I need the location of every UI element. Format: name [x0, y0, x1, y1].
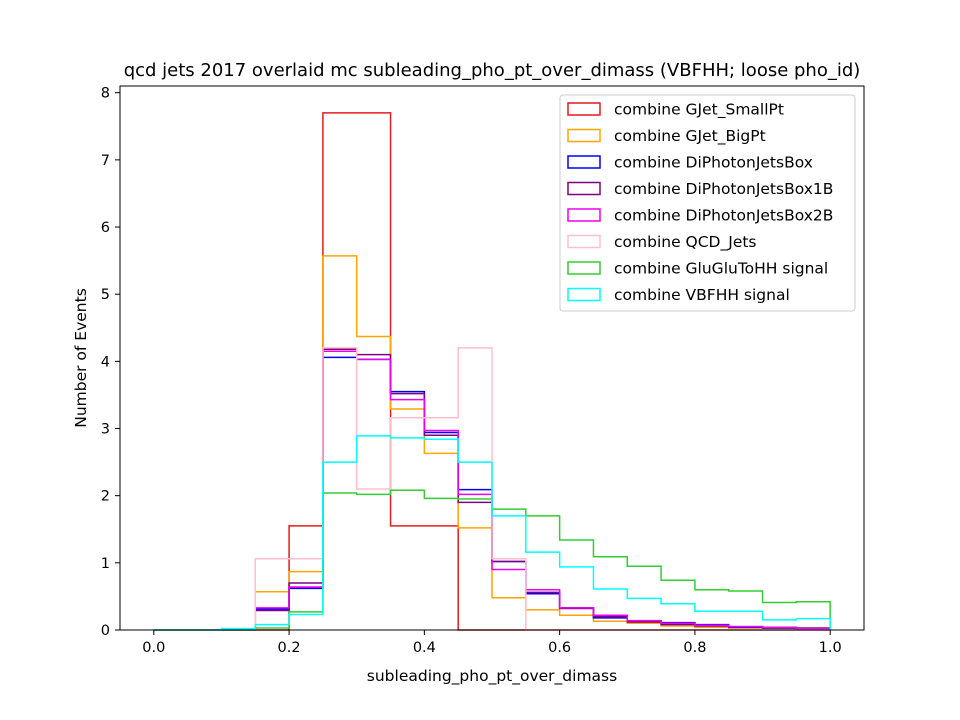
legend-swatch: [567, 128, 601, 143]
legend-label: combine GJet_BigPt: [614, 127, 766, 146]
y-tick-label: 3: [101, 422, 110, 438]
legend-label: combine VBFHH signal: [614, 286, 790, 304]
x-tick-label: 0.4: [413, 640, 436, 656]
legend-swatch: [567, 181, 601, 196]
x-tick-label: 0.6: [548, 640, 571, 656]
legend-item: combine VBFHH signal: [567, 286, 790, 304]
x-tick-label: 0.0: [142, 640, 165, 656]
legend-item: combine QCD_Jets: [567, 233, 757, 252]
legend-label: combine GJet_SmallPt: [614, 101, 784, 120]
legend-label: combine QCD_Jets: [614, 233, 757, 252]
x-axis-label: subleading_pho_pt_over_dimass: [367, 667, 617, 686]
legend-box: [559, 94, 856, 312]
series-line-7: [153, 435, 831, 631]
x-axis: 0.0 0.2 0.4 0.6 0.8 1.0: [142, 630, 842, 656]
legend-item: combine DiPhotonJetsBox2B: [567, 207, 833, 225]
legend-swatch: [567, 102, 601, 116]
y-tick-label: 6: [101, 220, 110, 236]
x-tick-label: 0.2: [278, 640, 301, 656]
y-tick-label: 2: [101, 489, 110, 505]
legend-item: combine DiPhotonJetsBox1B: [567, 180, 833, 198]
legend-item: combine GJet_SmallPt: [567, 101, 784, 120]
legend-item: combine GluGluToHH signal: [567, 260, 828, 278]
legend-label: combine DiPhotonJetsBox1B: [614, 180, 833, 198]
legend-swatch: [567, 234, 601, 249]
legend-item: combine DiPhotonJetsBox: [567, 154, 813, 172]
legend-swatch: [567, 208, 601, 222]
y-axis: 0 1 2 3 4 5 6 7 8: [101, 86, 120, 639]
x-tick-label: 0.8: [683, 640, 706, 656]
y-tick-label: 5: [101, 287, 110, 303]
x-tick-label: 1.0: [819, 640, 842, 656]
y-tick-label: 0: [101, 623, 110, 639]
legend-swatch: [567, 155, 601, 169]
y-tick-label: 4: [101, 354, 110, 370]
series-6: [153, 489, 831, 631]
series-line-6: [153, 489, 831, 631]
series-7: [153, 435, 831, 631]
y-tick-label: 1: [101, 556, 110, 572]
legend-swatch: [567, 261, 601, 275]
y-axis-label: Number of Events: [72, 288, 90, 428]
legend-swatch: [567, 287, 601, 302]
legend-item: combine GJet_BigPt: [567, 127, 766, 146]
y-tick-label: 8: [101, 86, 110, 102]
legend-label: combine DiPhotonJetsBox2B: [614, 207, 833, 225]
plot-frame: [119, 85, 865, 631]
y-tick-label: 7: [101, 153, 110, 169]
legend-label: combine GluGluToHH signal: [614, 260, 828, 278]
legend-label: combine DiPhotonJetsBox: [614, 154, 813, 172]
chart-title: qcd jets 2017 overlaid mc subleading_pho…: [124, 60, 861, 81]
